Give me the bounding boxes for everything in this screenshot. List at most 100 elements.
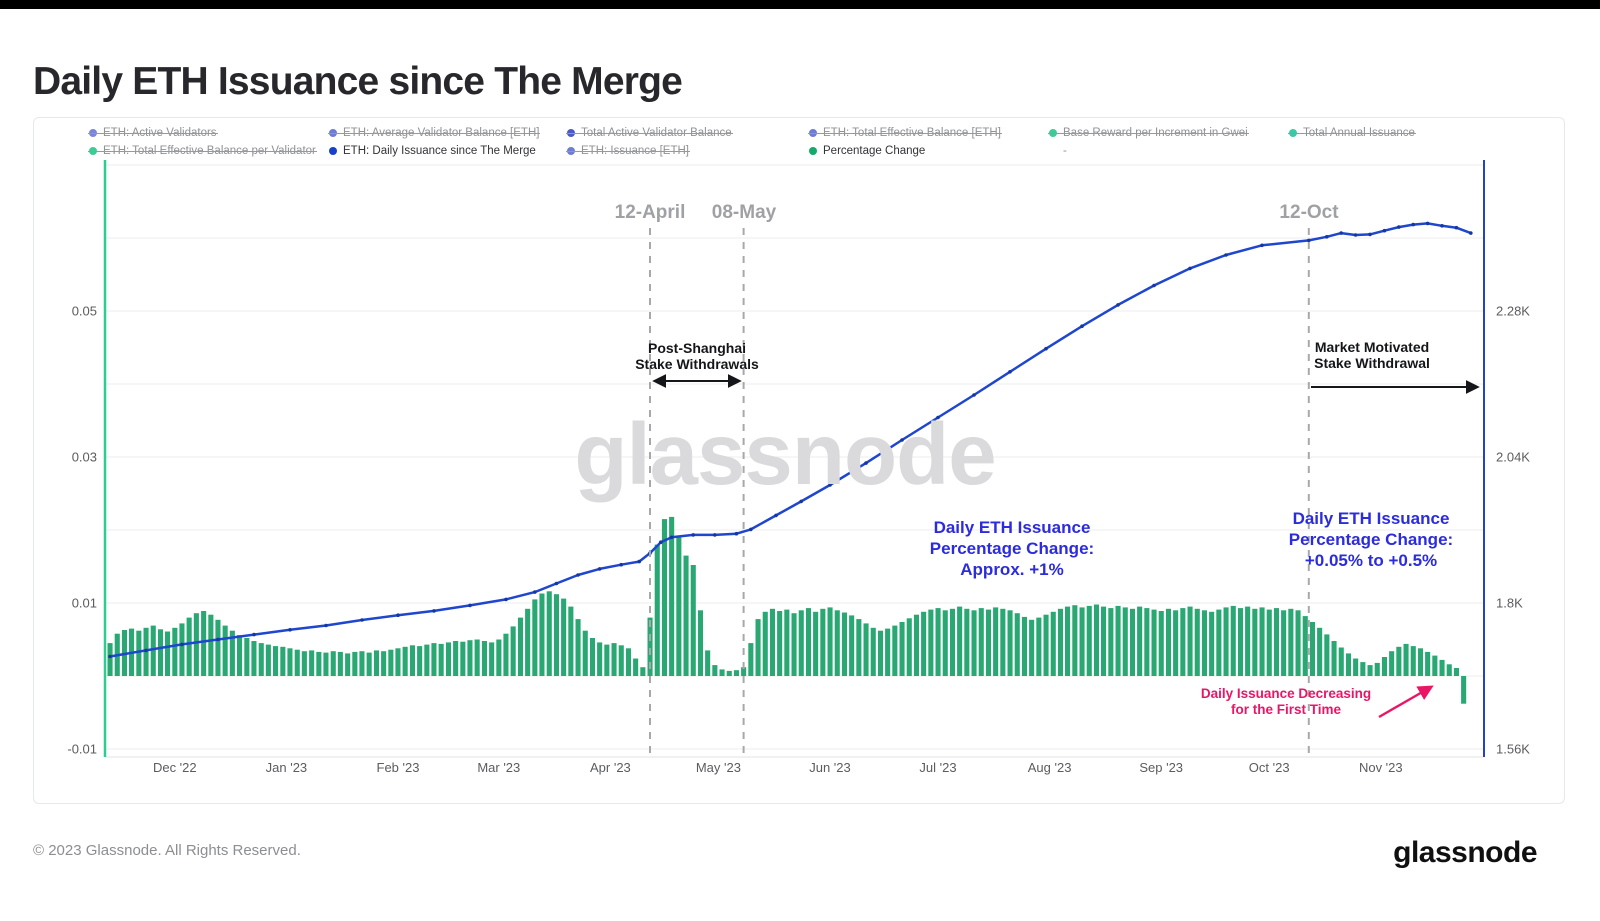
line-marker (1440, 224, 1444, 228)
percentage-change-bar (481, 641, 487, 676)
percentage-change-bar (921, 611, 927, 676)
legend-dot-icon (89, 147, 97, 155)
legend-item[interactable]: Total Annual Issuance (1288, 127, 1416, 139)
glassnode-logo: glassnode (1393, 836, 1537, 869)
line-marker (144, 648, 148, 653)
percentage-change-bar (1036, 617, 1042, 676)
legend-item[interactable]: - (1063, 145, 1067, 157)
legend-label: Total Active Validator Balance (581, 127, 732, 139)
percentage-change-bar (784, 609, 790, 676)
annotation-arrows (652, 374, 1480, 719)
line-marker (432, 609, 436, 613)
percentage-change-bar (712, 665, 718, 676)
right-axis-tick-label: 2.04K (1496, 450, 1530, 465)
legend-dot-icon (1289, 129, 1297, 137)
percentage-change-bar (1266, 609, 1272, 676)
x-axis-label: Jul '23 (919, 760, 956, 775)
percentage-change-bar (489, 642, 495, 676)
daily-issuance-line (109, 222, 1472, 658)
legend-item[interactable]: ETH: Average Validator Balance [ETH] (327, 127, 541, 139)
percentage-change-bar (503, 633, 509, 676)
line-marker (1469, 231, 1473, 235)
percentage-change-bar (633, 658, 639, 676)
percentage-change-bar (417, 646, 423, 676)
percentage-change-bar (395, 648, 401, 676)
percentage-change-bar (582, 630, 588, 676)
right-axis-tick-label: 1.56K (1496, 741, 1530, 756)
legend-label: ETH: Daily Issuance since The Merge (343, 145, 536, 157)
percentage-change-bar (618, 645, 624, 676)
percentage-change-bar (1216, 609, 1222, 676)
percentage-change-bar (928, 609, 934, 676)
legend-item[interactable]: ETH: Daily Issuance since The Merge (329, 145, 536, 157)
percentage-change-bar (287, 648, 293, 676)
percentage-change-bar (381, 651, 387, 676)
percentage-change-bar (1093, 604, 1099, 676)
percentage-change-bar (1338, 647, 1344, 676)
percentage-change-bar (647, 617, 653, 676)
percentage-change-bar (906, 618, 912, 676)
legend-item[interactable]: Percentage Change (809, 145, 925, 157)
percentage-change-bar (1201, 610, 1207, 676)
percentage-change-bar (949, 608, 955, 676)
line-marker (576, 573, 580, 577)
legend-item[interactable]: ETH: Issuance [ETH] (565, 145, 691, 157)
percentage-change-bar (201, 611, 207, 676)
percentage-change-bar (762, 611, 768, 676)
percentage-change-bar (1000, 608, 1006, 676)
percentage-change-bar (1079, 607, 1085, 676)
pct-change-note-mid-line1: Daily ETH Issuance (933, 518, 1091, 537)
percentage-change-bar (1317, 627, 1323, 676)
line-marker (252, 632, 256, 637)
percentage-change-bar (1324, 634, 1330, 676)
percentage-change-bar (258, 643, 264, 676)
percentage-change-bar (1021, 616, 1027, 676)
percentage-change-bar (611, 643, 617, 676)
percentage-change-bar (453, 641, 459, 676)
pct-change-note-right-line2: Percentage Change: (1288, 530, 1454, 549)
percentage-change-bar (769, 608, 775, 676)
percentage-change-bar (1151, 609, 1157, 676)
line-marker (972, 393, 976, 397)
legend-item[interactable]: ETH: Total Effective Balance per Validat… (88, 145, 317, 157)
line-marker (1339, 231, 1343, 235)
percentage-change-bar (1101, 606, 1107, 676)
line-marker (1044, 346, 1048, 351)
percentage-change-bar (467, 640, 473, 676)
percentage-change-bar (733, 670, 739, 676)
percentage-change-bar (294, 649, 300, 676)
x-axis-label: Apr '23 (590, 760, 631, 775)
percentage-change-bar (575, 619, 581, 676)
pct-change-note-right-line1: Daily ETH Issuance (1292, 509, 1450, 528)
left-axis-tick-label: -0.01 (67, 742, 97, 757)
percentage-change-bar (755, 619, 761, 676)
percentage-change-bar (892, 625, 898, 676)
percentage-change-bar (373, 650, 379, 676)
legend-dot-icon (329, 147, 337, 155)
percentage-change-bar (957, 606, 963, 676)
percentage-change-bar (813, 611, 819, 676)
line-marker (1325, 235, 1329, 239)
line-marker (324, 623, 328, 628)
line-marker (1260, 243, 1264, 248)
pct-change-note-mid: Daily ETH Issuance Percentage Change: Ap… (930, 517, 1094, 580)
first-decrease-arrow (1378, 685, 1434, 719)
percentage-change-bar (251, 641, 257, 676)
percentage-change-bar (935, 608, 941, 676)
percentage-change-bar (1273, 608, 1279, 676)
percentage-change-bar (237, 635, 243, 676)
percentage-change-bar (150, 625, 156, 676)
percentage-change-bar (777, 611, 783, 676)
percentage-change-bar (1381, 657, 1387, 676)
percentage-change-bar (323, 652, 329, 676)
legend-item[interactable]: Base Reward per Increment in Gwei (1048, 127, 1249, 139)
legend-item[interactable]: ETH: Total Effective Balance [ETH] (808, 127, 1002, 139)
percentage-change-bar (337, 651, 343, 676)
legend-item[interactable]: Total Active Validator Balance (566, 127, 733, 139)
percentage-change-bar (748, 643, 754, 676)
x-axis-label: Aug '23 (1028, 760, 1072, 775)
percentage-change-bar (568, 606, 574, 676)
legend-item[interactable]: ETH: Active Validators (88, 127, 218, 139)
percentage-change-bar (1122, 607, 1128, 676)
line-marker (1307, 238, 1311, 243)
